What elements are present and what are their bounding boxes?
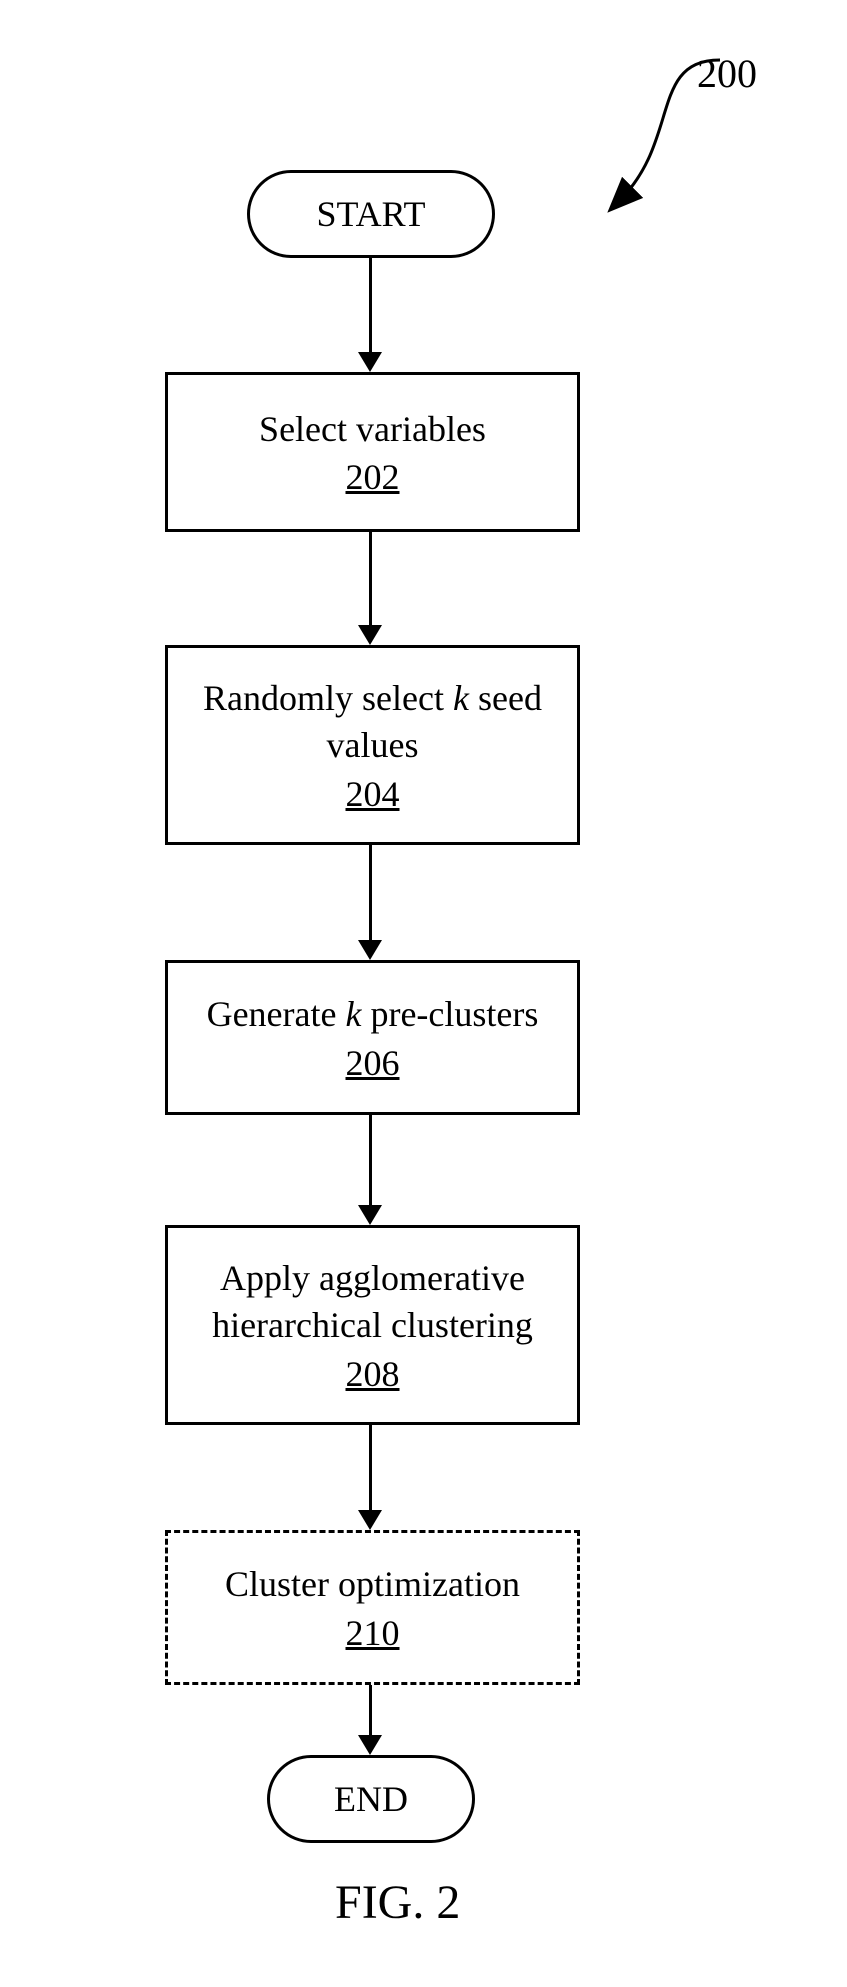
start-label: START (317, 193, 426, 235)
arrow-head-2 (358, 940, 382, 960)
step4-ref: 208 (346, 1353, 400, 1395)
arrow-line-4 (369, 1425, 372, 1512)
step1-process: Select variables202 (165, 372, 580, 532)
step1-label: Select variables (259, 406, 486, 453)
step2-label: Randomly select k seed values (178, 675, 567, 769)
arrow-line-1 (369, 532, 372, 627)
reference-number: 200 (697, 50, 757, 97)
flowchart-container: 200 START Select variables202 Randomly sel… (0, 0, 847, 1987)
arrow-line-3 (369, 1115, 372, 1207)
step5-process: Cluster optimization210 (165, 1530, 580, 1685)
arrow-line-5 (369, 1685, 372, 1737)
arrow-head-4 (358, 1510, 382, 1530)
step2-process: Randomly select k seed values204 (165, 645, 580, 845)
step4-label: Apply agglomerative hierarchical cluster… (178, 1255, 567, 1349)
step3-ref: 206 (346, 1042, 400, 1084)
step2-ref: 204 (346, 773, 400, 815)
arrow-line-2 (369, 845, 372, 942)
step1-ref: 202 (346, 456, 400, 498)
arrow-head-0 (358, 352, 382, 372)
arrow-line-0 (369, 258, 372, 354)
arrow-head-5 (358, 1735, 382, 1755)
step5-ref: 210 (346, 1612, 400, 1654)
arrow-head-3 (358, 1205, 382, 1225)
figure-caption: FIG. 2 (335, 1875, 460, 1930)
step3-process: Generate k pre-clusters206 (165, 960, 580, 1115)
end-label: END (334, 1778, 408, 1820)
step4-process: Apply agglomerative hierarchical cluster… (165, 1225, 580, 1425)
step3-label: Generate k pre-clusters (207, 991, 539, 1038)
end-terminal: END (267, 1755, 475, 1843)
arrow-head-1 (358, 625, 382, 645)
step5-label: Cluster optimization (225, 1561, 520, 1608)
start-terminal: START (247, 170, 495, 258)
